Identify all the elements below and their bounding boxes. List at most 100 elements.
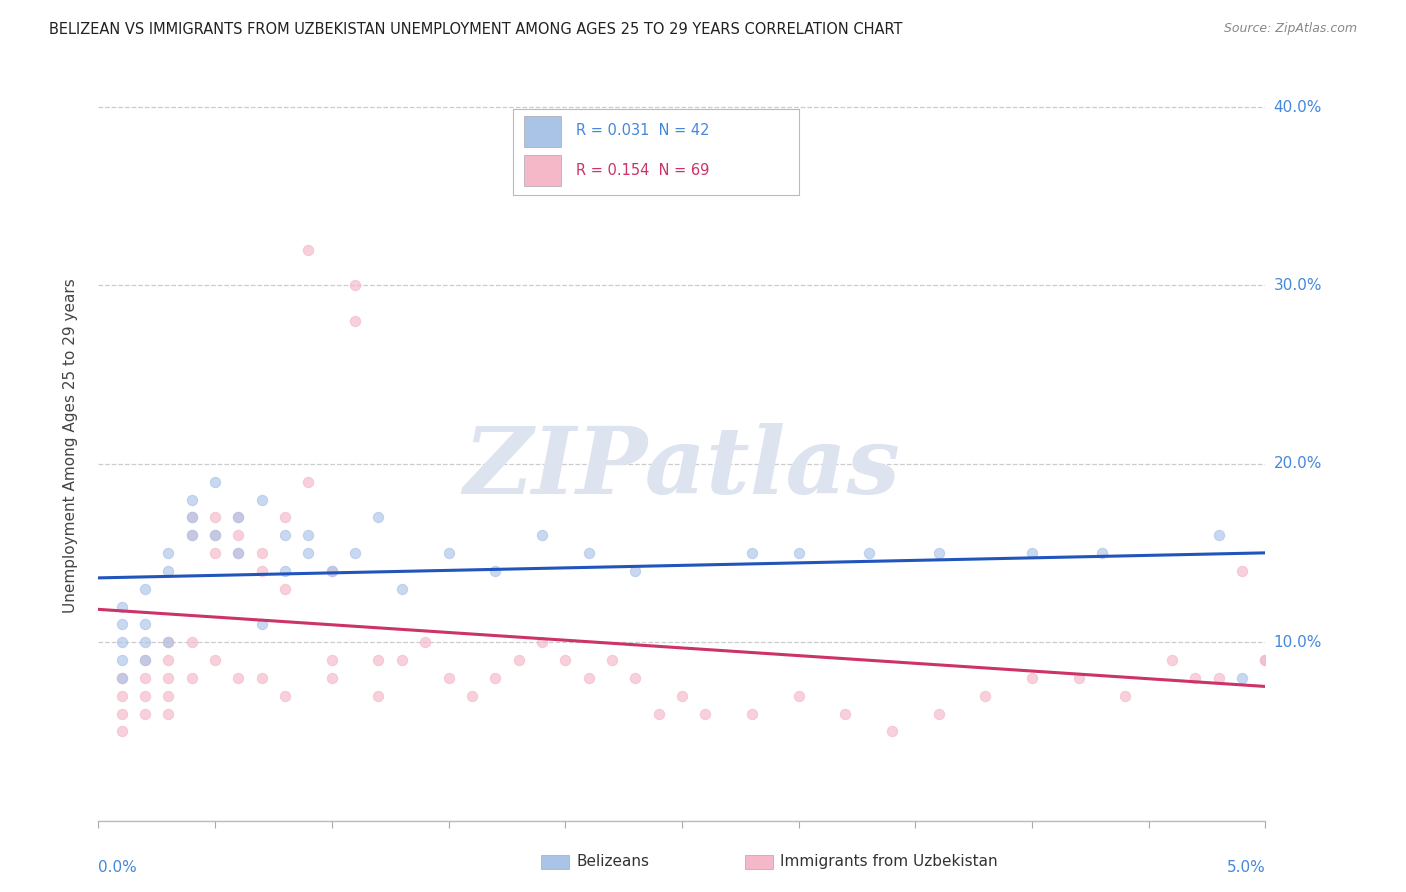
Point [1230, 564, 1253, 578]
Point [157, 653, 180, 667]
Text: ZIPatlas: ZIPatlas [464, 424, 900, 514]
Point [413, 635, 436, 649]
Point [1208, 671, 1230, 685]
Text: Belizeans: Belizeans [576, 855, 650, 869]
Point [180, 635, 202, 649]
Point [134, 635, 156, 649]
Point [228, 671, 250, 685]
Point [180, 528, 202, 542]
Point [624, 564, 647, 578]
Point [134, 653, 156, 667]
Point [180, 510, 202, 524]
Point [228, 546, 250, 560]
Point [134, 617, 156, 632]
Point [321, 564, 343, 578]
Point [157, 546, 180, 560]
Point [484, 671, 506, 685]
Point [1254, 653, 1277, 667]
Point [391, 653, 413, 667]
Point [111, 653, 134, 667]
Point [134, 671, 156, 685]
Point [928, 706, 950, 721]
Point [157, 689, 180, 703]
Point [111, 617, 134, 632]
Point [250, 564, 273, 578]
Point [274, 582, 297, 596]
Text: 5.0%: 5.0% [1226, 860, 1265, 874]
Text: 0.0%: 0.0% [98, 860, 138, 874]
Point [1184, 671, 1206, 685]
Point [461, 689, 484, 703]
Point [204, 510, 226, 524]
Point [367, 689, 389, 703]
Point [274, 510, 297, 524]
Point [578, 546, 600, 560]
Point [157, 564, 180, 578]
Point [111, 671, 134, 685]
Point [204, 653, 226, 667]
Text: 20.0%: 20.0% [1274, 457, 1322, 471]
Point [204, 528, 226, 542]
Point [391, 582, 413, 596]
Point [367, 510, 389, 524]
Point [578, 671, 600, 685]
Point [157, 671, 180, 685]
Point [787, 689, 810, 703]
Point [600, 653, 623, 667]
Point [180, 492, 202, 507]
Point [1254, 653, 1277, 667]
Point [1021, 546, 1043, 560]
Text: 10.0%: 10.0% [1274, 635, 1322, 649]
Point [157, 635, 180, 649]
Point [180, 510, 202, 524]
Point [695, 706, 717, 721]
Point [111, 599, 134, 614]
Point [204, 528, 226, 542]
Point [880, 724, 903, 739]
Point [297, 546, 319, 560]
Point [228, 528, 250, 542]
Point [321, 653, 343, 667]
Y-axis label: Unemployment Among Ages 25 to 29 years: Unemployment Among Ages 25 to 29 years [63, 278, 77, 614]
Point [250, 617, 273, 632]
Point [1161, 653, 1184, 667]
Point [530, 635, 553, 649]
Point [180, 671, 202, 685]
Point [111, 689, 134, 703]
Point [741, 706, 763, 721]
Point [250, 492, 273, 507]
Point [250, 671, 273, 685]
Point [530, 528, 553, 542]
Point [157, 635, 180, 649]
Point [274, 528, 297, 542]
Point [344, 314, 367, 328]
Point [858, 546, 880, 560]
Text: 40.0%: 40.0% [1274, 100, 1322, 114]
Point [274, 689, 297, 703]
Text: 30.0%: 30.0% [1274, 278, 1322, 293]
Point [321, 671, 343, 685]
Point [367, 653, 389, 667]
Point [297, 475, 319, 489]
Point [1021, 671, 1043, 685]
Point [111, 671, 134, 685]
Point [111, 706, 134, 721]
Point [974, 689, 997, 703]
Point [228, 510, 250, 524]
Point [508, 653, 530, 667]
Point [344, 546, 367, 560]
Point [134, 582, 156, 596]
Point [834, 706, 856, 721]
Point [787, 546, 810, 560]
Point [344, 278, 367, 293]
Point [228, 510, 250, 524]
Point [437, 546, 460, 560]
Point [437, 671, 460, 685]
Point [111, 635, 134, 649]
Point [297, 528, 319, 542]
Text: Immigrants from Uzbekistan: Immigrants from Uzbekistan [780, 855, 998, 869]
Point [1230, 671, 1253, 685]
Point [250, 546, 273, 560]
Point [321, 564, 343, 578]
Point [624, 671, 647, 685]
